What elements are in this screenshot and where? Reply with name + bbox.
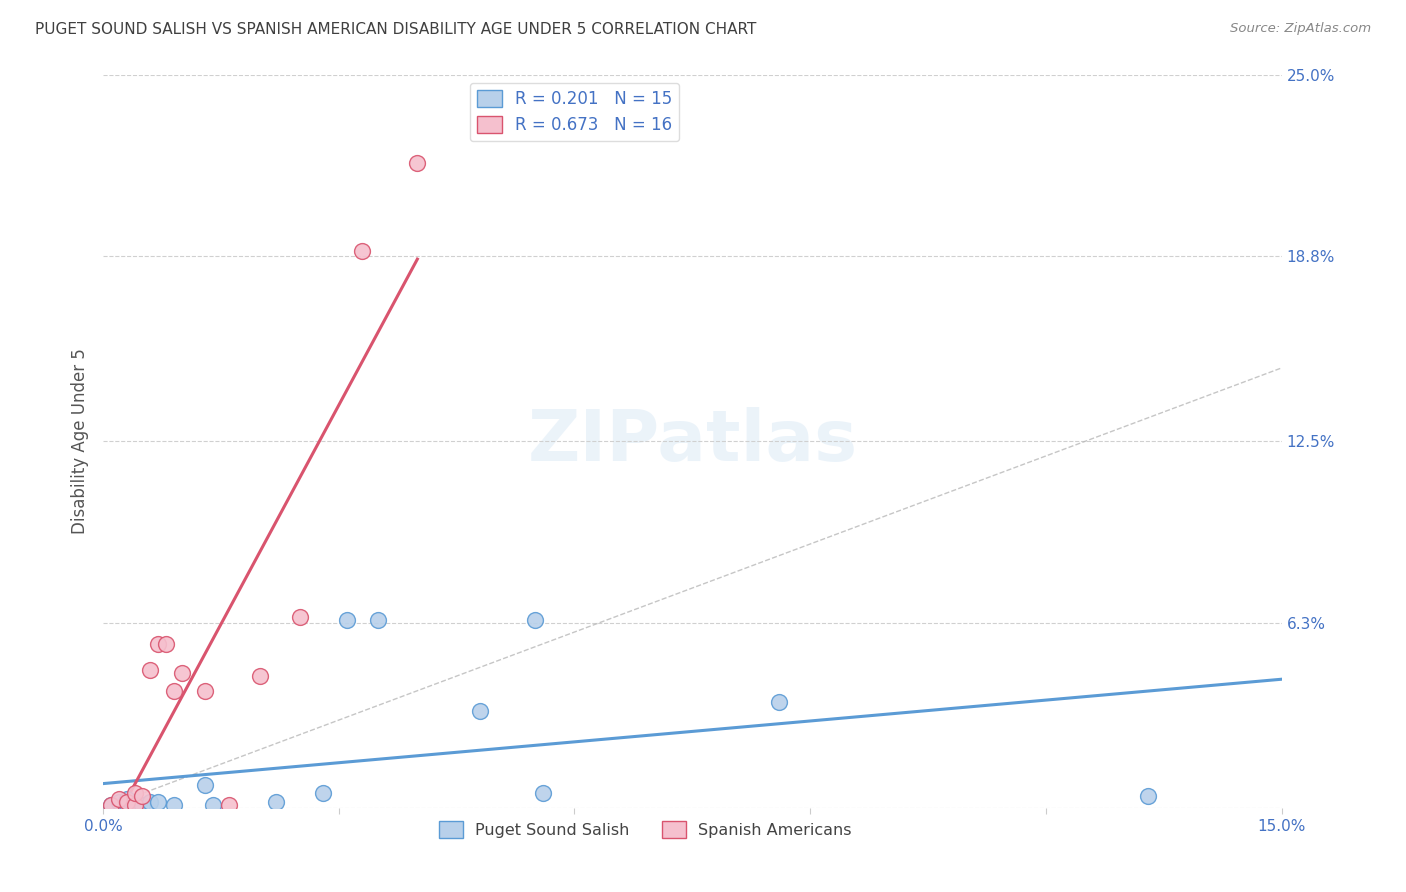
Point bbox=[124, 786, 146, 800]
Point bbox=[194, 778, 217, 792]
Point bbox=[406, 155, 429, 169]
Point bbox=[768, 696, 790, 710]
Point bbox=[115, 798, 138, 813]
Point bbox=[531, 786, 554, 800]
Point bbox=[470, 704, 492, 718]
Point bbox=[108, 792, 131, 806]
Point bbox=[352, 244, 374, 258]
Point bbox=[312, 786, 335, 800]
Point bbox=[100, 798, 122, 813]
Point bbox=[146, 795, 169, 809]
Point bbox=[163, 683, 186, 698]
Point bbox=[336, 613, 359, 627]
Y-axis label: Disability Age Under 5: Disability Age Under 5 bbox=[72, 349, 89, 534]
Point bbox=[124, 798, 146, 813]
Point bbox=[124, 798, 146, 813]
Point bbox=[155, 637, 177, 651]
Point bbox=[249, 669, 271, 683]
Point bbox=[131, 789, 153, 804]
Text: Source: ZipAtlas.com: Source: ZipAtlas.com bbox=[1230, 22, 1371, 36]
Point bbox=[115, 792, 138, 806]
Text: ZIPatlas: ZIPatlas bbox=[527, 407, 858, 475]
Point bbox=[524, 613, 547, 627]
Point bbox=[100, 798, 122, 813]
Point bbox=[218, 798, 240, 813]
Point bbox=[194, 683, 217, 698]
Point bbox=[139, 663, 162, 677]
Point bbox=[367, 613, 389, 627]
Point bbox=[131, 798, 153, 813]
Point bbox=[288, 610, 311, 624]
Legend: Puget Sound Salish, Spanish Americans: Puget Sound Salish, Spanish Americans bbox=[432, 814, 858, 844]
Point bbox=[163, 798, 186, 813]
Point bbox=[108, 795, 131, 809]
Point bbox=[264, 795, 287, 809]
Point bbox=[1136, 789, 1159, 804]
Point bbox=[146, 637, 169, 651]
Point bbox=[202, 798, 225, 813]
Point bbox=[115, 795, 138, 809]
Point bbox=[139, 795, 162, 809]
Text: PUGET SOUND SALISH VS SPANISH AMERICAN DISABILITY AGE UNDER 5 CORRELATION CHART: PUGET SOUND SALISH VS SPANISH AMERICAN D… bbox=[35, 22, 756, 37]
Point bbox=[170, 666, 193, 681]
